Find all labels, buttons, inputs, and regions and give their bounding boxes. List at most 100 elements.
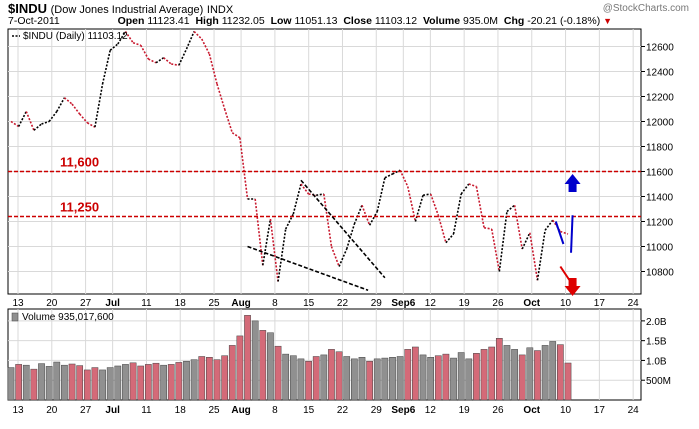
- volume-bar: [91, 367, 99, 401]
- price-segment: [63, 97, 73, 105]
- price-segment: [406, 186, 417, 222]
- price-segment: [338, 248, 348, 267]
- x-tick-label-volume: 19: [459, 405, 471, 416]
- price-segment: [422, 193, 431, 197]
- price-segment: [429, 193, 440, 216]
- price-segment: [124, 31, 134, 44]
- price-tick-label: 11000: [646, 243, 674, 254]
- volume-bar: [228, 345, 236, 401]
- volume-bar: [183, 360, 190, 401]
- symbol: $INDU: [8, 1, 48, 16]
- price-tick-label: 10800: [646, 268, 674, 279]
- volume-bar: [541, 345, 549, 401]
- x-tick-label: 20: [46, 298, 58, 309]
- price-legend: $INDU (Daily) 11103.12: [23, 31, 128, 42]
- volume-legend-swatch: [11, 312, 19, 322]
- volume-bar: [511, 349, 518, 401]
- volume-bar: [419, 354, 427, 401]
- x-tick-label: Jul: [105, 298, 120, 309]
- volume-bar: [335, 351, 343, 401]
- volume-bar: [434, 355, 442, 401]
- price-segment: [94, 83, 104, 128]
- volume-bar: [381, 357, 389, 401]
- x-tick-label: 10: [560, 298, 572, 309]
- volume-bar: [373, 358, 381, 401]
- volume-bar: [206, 357, 213, 401]
- price-segment: [193, 30, 203, 40]
- x-tick-label: Oct: [523, 298, 540, 309]
- price-segment: [79, 113, 88, 124]
- price-panel: [7, 28, 642, 295]
- x-tick-label: 15: [303, 298, 315, 309]
- blue-projection-line: [554, 221, 565, 245]
- price-segment: [277, 228, 287, 282]
- x-tick-label: 17: [594, 298, 606, 309]
- volume-bar: [213, 359, 221, 401]
- x-tick-label-volume: Jul: [105, 405, 120, 416]
- chg-label: Chg: [503, 15, 525, 27]
- price-segment: [101, 50, 111, 85]
- volume-bar: [450, 357, 457, 401]
- price-segment: [376, 177, 386, 212]
- volume-bar: [343, 356, 351, 401]
- x-tick-label-volume: 11: [141, 405, 152, 416]
- price-tick-label: 11800: [646, 143, 674, 154]
- price-segment: [33, 123, 43, 131]
- x-tick-label: Aug: [231, 298, 250, 309]
- price-segment: [498, 211, 508, 272]
- red-projection-line: [559, 265, 571, 281]
- price-segment: [86, 122, 96, 128]
- price-segment: [483, 226, 492, 230]
- volume-label: Volume: [422, 15, 461, 27]
- price-segment: [323, 193, 333, 247]
- volume-bar: [297, 358, 305, 401]
- x-tick-label-volume: Oct: [523, 405, 540, 416]
- x-tick-label-volume: 10: [560, 405, 572, 416]
- volume-bar: [320, 354, 328, 401]
- volume-bar: [244, 315, 251, 401]
- open-label: Open: [117, 15, 145, 27]
- volume-bar: [457, 352, 465, 401]
- x-tick-label-volume: 26: [492, 405, 504, 416]
- x-tick-label-volume: 13: [12, 405, 24, 416]
- price-segment: [17, 111, 27, 127]
- date: 7-Oct-2011: [8, 15, 60, 27]
- volume-bar: [557, 344, 564, 401]
- x-tick-label-volume: 20: [46, 405, 58, 416]
- x-tick-label: Sep6: [391, 298, 415, 309]
- up-arrow-icon: [564, 174, 581, 192]
- volume-bar: [53, 361, 61, 401]
- blue-projection-line: [570, 215, 574, 253]
- price-segment: [231, 132, 241, 139]
- index-name: (Dow Jones Industrial Average): [50, 4, 204, 16]
- price-segment: [316, 193, 324, 197]
- volume-bar: [144, 364, 152, 401]
- x-tick-label: 19: [459, 298, 471, 309]
- exchange: INDX: [206, 4, 234, 16]
- x-tick-label: 12: [425, 298, 437, 309]
- close-label: Close: [343, 15, 372, 27]
- price-segment: [345, 223, 356, 250]
- volume-bar: [7, 367, 15, 401]
- price-tick-label: 12600: [646, 43, 674, 54]
- volume-bar: [358, 357, 366, 401]
- x-tick-label: 18: [175, 298, 187, 309]
- x-tick-label-volume: 24: [628, 405, 640, 416]
- volume-tick-label: 500M: [646, 376, 671, 387]
- volume-bar: [366, 360, 373, 401]
- volume-bar: [175, 362, 183, 401]
- price-segment: [155, 57, 165, 64]
- volume-legend: Volume 935,017,600: [22, 312, 114, 323]
- x-tick-label: 22: [337, 298, 349, 309]
- price-segment: [185, 31, 195, 50]
- volume-bar: [495, 338, 503, 401]
- volume-bar: [328, 349, 335, 401]
- volume-bar: [38, 363, 45, 401]
- x-tick-label: 29: [371, 298, 383, 309]
- volume-bar: [389, 357, 396, 401]
- price-tick-label: 12000: [646, 118, 674, 129]
- volume-bar: [160, 364, 167, 401]
- x-tick-label: 25: [208, 298, 220, 309]
- x-tick-label-volume: Aug: [231, 405, 250, 416]
